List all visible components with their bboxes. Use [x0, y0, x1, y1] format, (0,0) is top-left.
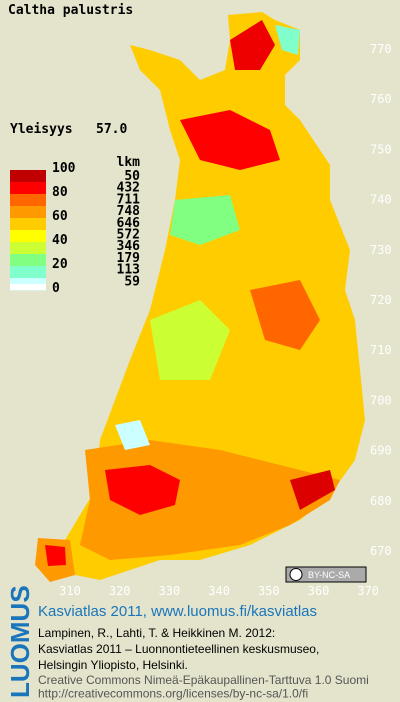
area-red	[230, 20, 275, 70]
legend-class-label: 80	[52, 185, 68, 200]
easting-label: 320	[109, 584, 131, 598]
citation-line: Lampinen, R., Lahti, T. & Heikkinen M. 2…	[38, 626, 275, 640]
badge-text: BY-NC-SA	[308, 570, 350, 580]
aland-red	[45, 545, 66, 566]
easting-label: 340	[208, 584, 230, 598]
northing-label: 750	[370, 142, 392, 156]
easting-label: 330	[159, 584, 181, 598]
easting-label: 350	[258, 584, 280, 598]
area-cyan	[275, 25, 300, 55]
citation-line: Helsingin Yliopisto, Helsinki.	[38, 658, 188, 672]
area-red	[290, 470, 335, 510]
legend-count: 748	[117, 204, 141, 219]
legend-class-label: 20	[52, 257, 68, 272]
species-title: Caltha palustris	[8, 3, 133, 18]
legend-class-label: 40	[52, 233, 68, 248]
area-red	[105, 465, 180, 515]
legend-class-label: 100	[52, 161, 76, 176]
legend-count: 711	[117, 192, 141, 207]
finland-map	[35, 12, 365, 582]
license-line: http://creativecommons.org/licenses/by-n…	[38, 687, 308, 701]
easting-label: 360	[308, 584, 330, 598]
legend-swatch	[10, 254, 46, 267]
cc-badge: BY-NC-SA	[285, 566, 367, 583]
northing-label: 700	[370, 393, 392, 407]
northing-label: 760	[370, 92, 392, 106]
headline: Kasviatlas 2011, www.luomus.fi/kasviatla…	[38, 603, 317, 620]
area-cyan	[115, 420, 150, 450]
legend-swatch	[10, 230, 46, 243]
area-green	[150, 300, 230, 380]
frequency-label: Yleisyys	[10, 122, 73, 137]
legend-count: 646	[117, 216, 141, 231]
legend-count: 50	[124, 169, 140, 184]
legend-swatch	[10, 170, 46, 183]
legend-class-label: 60	[52, 209, 68, 224]
legend-swatch	[10, 194, 46, 207]
frequency-value: 57.0	[96, 122, 127, 137]
easting-label: 310	[59, 584, 81, 598]
legend-count: 432	[117, 181, 140, 196]
area-orange	[250, 280, 320, 350]
legend-swatch	[10, 242, 46, 255]
legend-count: 179	[117, 251, 140, 266]
northing-label: 670	[370, 544, 392, 558]
legend-class-label: 0	[52, 281, 60, 296]
legend-count: 59	[124, 274, 140, 289]
northing-label: 740	[370, 193, 392, 207]
legend-swatch	[10, 182, 46, 195]
northing-label: 690	[370, 444, 392, 458]
area-red	[180, 110, 280, 170]
northing-label: 720	[370, 293, 392, 307]
legend-swatch	[10, 218, 46, 231]
cc-icon	[289, 568, 303, 581]
count-header: lkm	[117, 155, 141, 170]
legend-swatch	[10, 206, 46, 219]
license-line: Creative Commons Nimeä-Epäkaupallinen-Ta…	[38, 673, 369, 687]
legend-swatch	[10, 284, 46, 290]
northing-label: 770	[370, 42, 392, 56]
citation-line: Kasviatlas 2011 – Luonnontieteellinen ke…	[38, 642, 319, 656]
area-green	[170, 195, 240, 245]
logo: LUOMUS	[5, 585, 35, 698]
legend-count: 113	[117, 263, 140, 278]
easting-label: 370	[357, 584, 379, 598]
legend-count: 572	[117, 228, 140, 243]
northing-label: 730	[370, 243, 392, 257]
badge-box	[285, 566, 367, 583]
northing-label: 680	[370, 494, 392, 508]
northing-label: 710	[370, 343, 392, 357]
legend-swatch	[10, 266, 46, 279]
legend-count: 346	[117, 239, 141, 254]
